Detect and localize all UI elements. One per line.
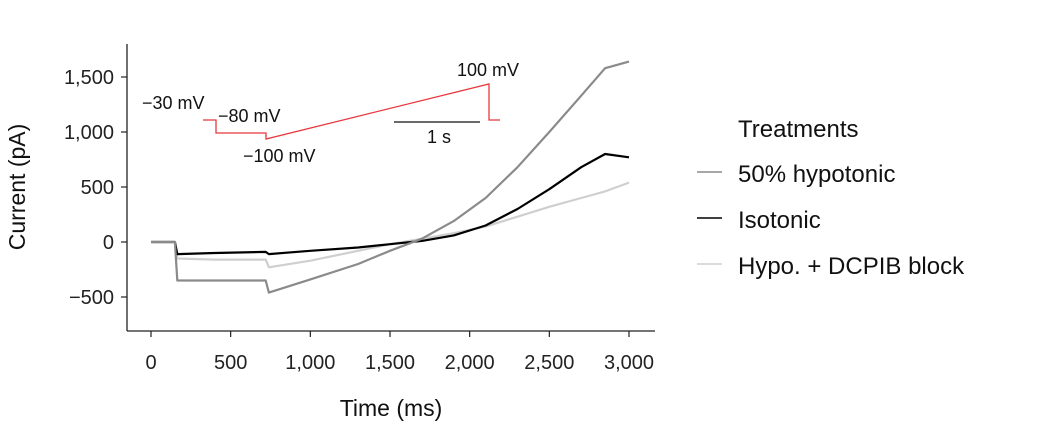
inset-label-hold: −30 mV	[142, 93, 205, 113]
x-tick-label: 1,500	[365, 352, 415, 374]
x-tick-label: 3,000	[604, 352, 654, 374]
legend-label: 50% hypotonic	[738, 161, 895, 188]
y-tick-label: 0	[103, 232, 114, 254]
legend-label: Hypo. + DCPIB block	[738, 253, 965, 280]
series-group	[151, 60, 630, 294]
y-tick-label: 1,500	[64, 67, 114, 89]
x-tick-label: 2,500	[524, 352, 574, 374]
y-ticks: −500 0 500 1,000 1,500	[64, 67, 127, 309]
inset-scale-bar-label: 1 s	[427, 127, 451, 147]
x-ticks: 0 500 1,000 1,500 2,000 2,500 3,000	[145, 331, 654, 374]
legend: Treatments 50% hypotonic Isotonic Hypo. + …	[697, 116, 965, 280]
voltage-protocol-inset: −30 mV −80 mV −100 mV 100 mV 1 s	[142, 60, 519, 166]
series-line-50-hypotonic	[151, 60, 630, 294]
x-tick-label: 2,000	[445, 352, 495, 374]
voltage-protocol-trace	[203, 83, 500, 140]
legend-title: Treatments	[738, 116, 858, 143]
inset-label-step: −80 mV	[218, 106, 281, 126]
inset-label-ramp-end: 100 mV	[457, 60, 519, 80]
series-line-isotonic	[151, 152, 630, 256]
series-line-hypo-dcpib-block	[151, 181, 630, 269]
legend-label: Isotonic	[738, 207, 821, 234]
y-axis-title: Current (pA)	[4, 124, 30, 251]
x-tick-label: 0	[145, 352, 156, 374]
x-axis-title: Time (ms)	[340, 395, 443, 421]
y-tick-label: 500	[81, 177, 114, 199]
y-tick-label: −500	[69, 287, 114, 309]
y-tick-label: 1,000	[64, 122, 114, 144]
inset-label-ramp-start: −100 mV	[243, 146, 316, 166]
x-tick-label: 500	[214, 352, 247, 374]
x-tick-label: 1,000	[285, 352, 335, 374]
